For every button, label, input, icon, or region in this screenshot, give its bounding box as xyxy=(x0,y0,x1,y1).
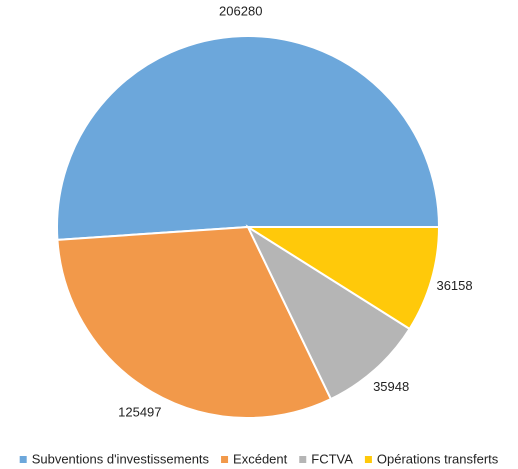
legend-swatch xyxy=(221,456,229,463)
pie-slice xyxy=(56,35,441,241)
legend-label: FCTVA xyxy=(311,451,353,466)
legend-label: Opérations transferts xyxy=(377,451,499,466)
pie-slice xyxy=(244,226,441,331)
data-label: 206280 xyxy=(219,4,262,19)
data-label: 125497 xyxy=(118,404,161,419)
legend-label: Subventions d'investissements xyxy=(32,451,210,466)
legend-label: Excédent xyxy=(233,451,288,466)
data-label: 36158 xyxy=(436,278,472,293)
legend-swatch xyxy=(299,456,307,463)
pie-slice xyxy=(56,225,333,419)
legend-swatch xyxy=(19,456,27,463)
pie-slice xyxy=(245,224,411,401)
legend-swatch xyxy=(364,456,372,463)
data-label: 35948 xyxy=(373,379,409,394)
